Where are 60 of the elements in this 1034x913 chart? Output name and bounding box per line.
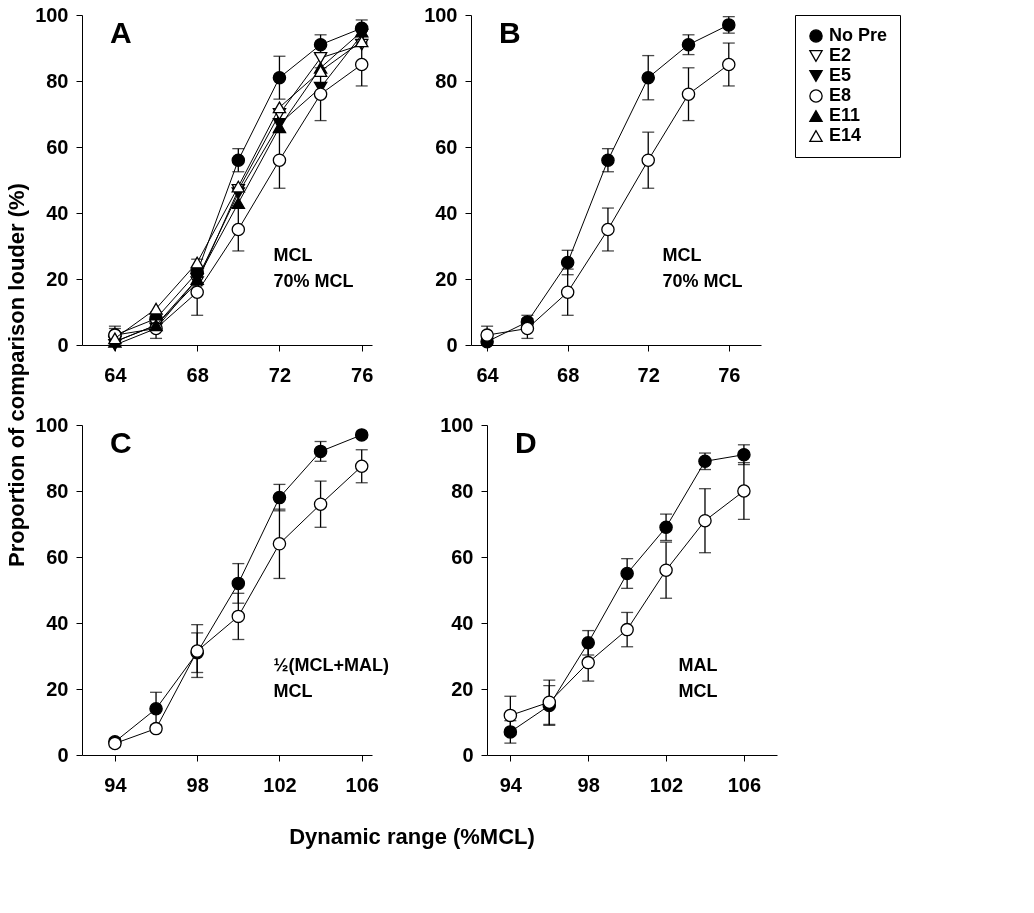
x-tick-label: 76 xyxy=(351,363,374,386)
y-tick-label: 0 xyxy=(446,333,458,356)
x-tick-label: 102 xyxy=(263,773,297,796)
y-tick-label: 40 xyxy=(451,611,474,634)
annotation: MCL xyxy=(273,244,313,265)
y-tick-label: 20 xyxy=(451,677,474,700)
annotation: 70% MCL xyxy=(273,270,354,291)
y-tick-label: 60 xyxy=(46,135,69,158)
legend-label: E5 xyxy=(829,65,852,85)
y-axis-title: Proportion of comparison louder (%) xyxy=(4,183,29,567)
annotation: MCL xyxy=(662,244,702,265)
annotation: MCL xyxy=(273,680,313,701)
x-tick-label: 64 xyxy=(104,363,128,386)
legend-label: E8 xyxy=(829,85,852,105)
x-tick-label: 94 xyxy=(104,773,128,796)
annotation: 70% MCL xyxy=(662,270,743,291)
legend-label: E11 xyxy=(829,105,861,125)
x-tick-label: 102 xyxy=(649,773,684,796)
legend-label: E14 xyxy=(829,125,862,145)
chart-title: D xyxy=(515,426,537,459)
x-tick-label: 98 xyxy=(577,773,600,796)
x-tick-label: 68 xyxy=(557,363,580,386)
legend-label: E2 xyxy=(829,45,852,65)
y-tick-label: 40 xyxy=(46,611,69,634)
y-tick-label: 60 xyxy=(435,135,458,158)
y-tick-label: 80 xyxy=(435,69,458,92)
x-tick-label: 68 xyxy=(186,363,209,386)
x-tick-label: 64 xyxy=(476,363,500,386)
annotation: MCL xyxy=(678,680,718,701)
y-tick-label: 80 xyxy=(46,479,69,502)
y-tick-label: 60 xyxy=(451,545,474,568)
x-axis-title: Dynamic range (%MCL) xyxy=(289,824,535,849)
y-tick-label: 0 xyxy=(57,743,69,766)
x-tick-label: 94 xyxy=(499,773,523,796)
x-tick-label: 106 xyxy=(727,773,762,796)
y-tick-label: 40 xyxy=(435,201,458,224)
y-tick-label: 100 xyxy=(35,3,69,26)
chart-title: A xyxy=(110,16,132,49)
y-tick-label: 60 xyxy=(46,545,69,568)
x-tick-label: 98 xyxy=(186,773,209,796)
x-tick-label: 72 xyxy=(268,363,292,386)
y-tick-label: 80 xyxy=(451,479,474,502)
x-tick-label: 72 xyxy=(637,363,660,386)
y-tick-label: 0 xyxy=(57,333,69,356)
y-tick-label: 20 xyxy=(46,677,69,700)
annotation: ½(MCL+MAL) xyxy=(273,654,389,675)
annotation: MAL xyxy=(678,654,718,675)
y-tick-label: 100 xyxy=(35,413,69,436)
y-tick-label: 100 xyxy=(424,3,458,26)
y-tick-label: 100 xyxy=(440,413,474,436)
legend-label: No Pre xyxy=(829,25,888,45)
x-tick-label: 106 xyxy=(345,773,379,796)
x-tick-label: 76 xyxy=(718,363,741,386)
y-tick-label: 20 xyxy=(435,267,458,290)
y-tick-label: 0 xyxy=(462,743,474,766)
y-tick-label: 40 xyxy=(46,201,69,224)
chart-title: B xyxy=(499,16,521,49)
chart-title: C xyxy=(110,426,132,459)
y-tick-label: 20 xyxy=(46,267,69,290)
y-tick-label: 80 xyxy=(46,69,69,92)
